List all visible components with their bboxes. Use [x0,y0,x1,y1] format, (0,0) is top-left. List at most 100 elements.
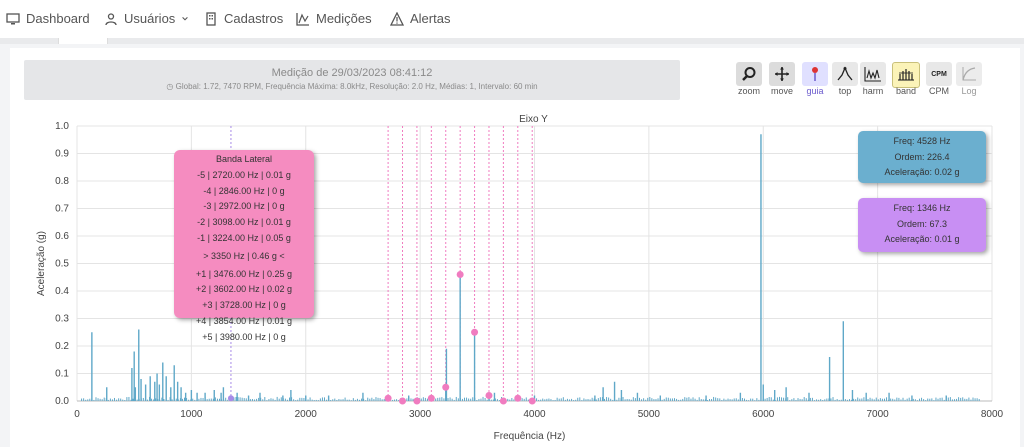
y-tick-label: 0.5 [55,259,69,270]
x-tick-label: 6000 [752,409,775,420]
x-tick-label: 4000 [523,409,546,420]
top-button[interactable] [832,62,858,86]
guide-button[interactable] [802,62,828,86]
guide-icon [812,67,818,81]
cpm-icon: CPM [931,70,947,78]
sideband-line: -1 | 3224.00 Hz | 0.05 g [197,232,291,243]
tooltip-order: Ordem: 226.4 [894,151,950,162]
sideband-marker [384,394,392,402]
nav-cadastros[interactable]: Cadastros [204,11,283,26]
harmonic-icon [864,67,881,82]
sideband-line: +3 | 3728.00 Hz | 0 g [202,300,286,311]
x-axis-label: Frequência (Hz) [494,431,566,442]
warning-icon [390,11,404,26]
sideband-line: +4 | 3854.00 Hz | 0.01 g [196,315,292,326]
peak-icon [837,66,853,81]
chart-icon [296,12,309,26]
log-icon [962,67,976,81]
building-icon [206,11,216,26]
sideband-marker [471,328,479,336]
y-tick-label: 0.0 [55,396,69,407]
y-tick-label: 1.0 [55,121,69,132]
band-button[interactable] [892,62,920,88]
measurement-info: Medição de 29/03/2023 08:41:12 ◷ Global:… [24,60,680,100]
sideband-marker [528,397,536,405]
nav-dashboard-label: Dashboard [26,11,90,26]
sideband-marker [456,271,464,278]
sideband-title: Banda Lateral [215,154,273,164]
sideband-marker [427,394,435,402]
tooltip-accel: Aceleração: 0.02 g [884,167,960,177]
tab-active[interactable] [58,38,108,44]
nav-alertas[interactable]: Alertas [390,11,450,26]
sideband-marker [413,397,421,405]
measurement-details: Global: 1.72, 7470 RPM, Frequência Máxim… [175,82,538,91]
measurement-subtitle: ◷ Global: 1.72, 7470 RPM, Frequência Máx… [24,82,680,91]
zoom-button[interactable] [736,62,762,86]
sideband-line: +2 | 3602.00 Hz | 0.02 g [196,284,292,295]
log-button[interactable] [956,62,982,86]
x-tick-label: 3000 [409,409,432,420]
tooltip-freq: Freq: 1346 Hz [893,203,951,213]
cursor-tooltip-purple: Freq: 1346 Hz Ordem: 67.3 Aceleração: 0.… [858,198,986,252]
y-tick-label: 0.3 [55,314,69,325]
cpm-label: CPM [929,86,949,96]
nav-alertas-label: Alertas [410,11,451,26]
nav-usuarios[interactable]: Usuários [104,11,189,26]
sideband-marker [399,397,407,405]
sideband-marker [485,392,493,399]
log-label: Log [961,86,977,96]
x-tick-label: 5000 [638,409,661,420]
x-tick-label: 2000 [295,409,318,420]
cpm-button[interactable]: CPM [926,62,952,86]
move-label: move [770,86,793,96]
sideband-center-line: > 3350 Hz | 0.46 g < [203,250,285,261]
tab-strip [0,38,1024,44]
harm-button[interactable] [860,62,886,86]
monitor-icon [6,12,20,24]
tooltip-accel: Aceleração: 0.01 g [884,234,960,244]
band-icon [898,69,914,81]
y-axis-label: Aceleração (g) [36,231,47,296]
sideband-line: +5 | 3980.00 Hz | 0 g [202,331,286,342]
sideband-marker [514,394,522,402]
top-nav: Dashboard Usuários Cadastros Medições Al… [0,0,1024,39]
nav-usuarios-label: Usuários [124,11,176,26]
nav-cadastros-label: Cadastros [224,11,284,26]
sideband-line: -3 | 2972.00 Hz | 0 g [203,201,285,212]
band-label: band [895,86,917,96]
measurement-title: Medição de 29/03/2023 08:41:12 [271,67,433,79]
y-tick-label: 0.1 [55,369,69,380]
guide-marker [227,395,234,402]
y-tick-label: 0.4 [55,286,69,297]
y-tick-label: 0.8 [55,176,69,187]
guide-label: guia [806,86,824,96]
sideband-marker [442,383,450,391]
sideband-tooltip: Banda Lateral -5 | 2720.00 Hz | 0.01 g -… [174,150,314,342]
nav-dashboard[interactable]: Dashboard [6,11,90,26]
y-tick-label: 0.7 [55,204,69,215]
user-icon [105,12,117,25]
harm-label: harm [862,86,884,96]
nav-medicoes-label: Medições [316,11,372,26]
chevron-down-icon [182,16,189,21]
x-tick-label: 8000 [981,409,1004,420]
move-button[interactable] [769,62,795,86]
sideband-marker [499,397,507,405]
sideband-line: -5 | 2720.00 Hz | 0.01 g [197,169,291,180]
y-tick-label: 0.9 [55,149,69,160]
y-tick-label: 0.6 [55,231,69,242]
nav-medicoes[interactable]: Medições [296,11,372,26]
x-tick-label: 0 [74,409,80,420]
move-icon [775,67,789,81]
tooltip-freq: Freq: 4528 Hz [893,136,951,146]
sideband-line: -2 | 3098.00 Hz | 0.01 g [197,217,291,228]
tooltip-order: Ordem: 67.3 [896,218,948,229]
clock-icon: ◷ [166,82,174,91]
x-tick-label: 1000 [180,409,203,420]
top-label: top [838,86,852,96]
zoom-label: zoom [737,86,760,96]
zoom-icon [742,67,756,81]
x-tick-label: 7000 [867,409,890,420]
